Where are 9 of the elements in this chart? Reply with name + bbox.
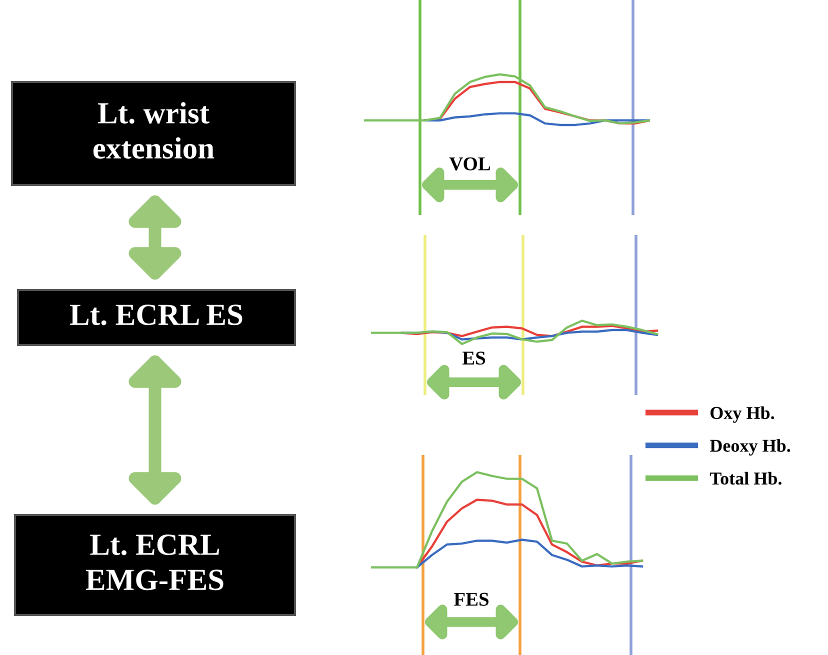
chart-title: Lt. ECRL ES [70, 304, 242, 326]
text: Lt. ECRL EMG-FES [86, 534, 224, 590]
text: ES [462, 352, 486, 365]
legend-label: Oxy Hb. [710, 406, 774, 423]
legend-label: Total Hb. [710, 472, 782, 485]
text: FES [454, 592, 489, 606]
legend-label: Deoxy Hb. [710, 439, 790, 456]
text: Lt. wrist extension [93, 102, 214, 159]
text: VOL [449, 157, 490, 171]
